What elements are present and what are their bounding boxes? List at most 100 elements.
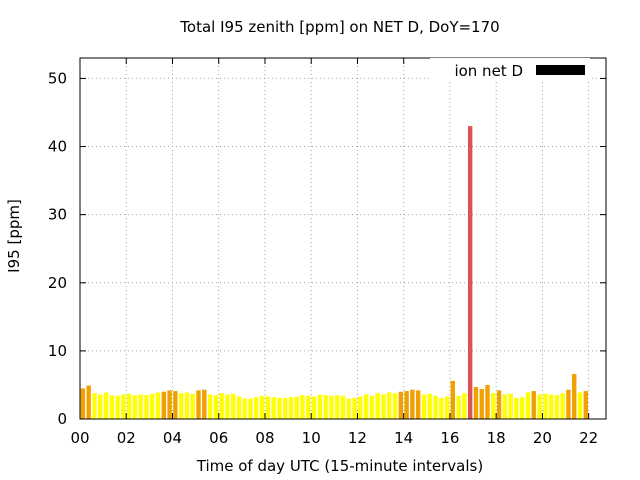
- bar: [358, 396, 363, 419]
- bar: [531, 391, 536, 419]
- bar: [548, 394, 554, 419]
- bar: [317, 394, 323, 419]
- bar: [86, 385, 91, 419]
- bar: [121, 394, 126, 419]
- bar: [554, 395, 560, 419]
- bar: [115, 395, 120, 419]
- x-tick-label: 16: [440, 429, 459, 447]
- bar: [277, 397, 282, 419]
- x-tick-label: 12: [348, 429, 367, 447]
- y-tick-label: 50: [48, 69, 67, 87]
- bar: [387, 392, 392, 419]
- bar: [132, 395, 138, 419]
- bar: [427, 393, 432, 419]
- bar: [346, 398, 351, 419]
- bar: [144, 395, 149, 419]
- bar: [288, 397, 294, 419]
- bar: [577, 392, 583, 419]
- chart-title: Total I95 zenith [ppm] on NET D, DoY=170: [179, 18, 499, 36]
- x-tick-label: 00: [70, 429, 89, 447]
- bar: [514, 397, 519, 419]
- bar: [369, 395, 375, 419]
- bar: [225, 394, 230, 419]
- bar: [450, 380, 456, 419]
- bar: [329, 395, 334, 419]
- bar: [335, 395, 340, 419]
- bar: [103, 392, 109, 419]
- bar: [283, 397, 288, 419]
- bar: [462, 393, 467, 419]
- bar: [404, 391, 409, 419]
- bar: [485, 384, 490, 419]
- bar: [109, 395, 114, 419]
- bar: [491, 393, 496, 419]
- x-axis-label: Time of day UTC (15-minute intervals): [196, 457, 483, 475]
- bar: [323, 395, 328, 419]
- bar: [392, 393, 398, 419]
- bar: [98, 394, 103, 419]
- bar: [381, 394, 386, 419]
- y-tick-label: 20: [48, 274, 67, 292]
- bar: [583, 391, 588, 419]
- bar: [496, 390, 502, 419]
- plot-border: [79, 57, 607, 420]
- bar: [519, 397, 525, 419]
- x-tick-label: 10: [302, 429, 321, 447]
- bar: [439, 397, 444, 419]
- bar: [126, 393, 132, 419]
- bar: [421, 394, 427, 419]
- bar: [467, 126, 473, 419]
- bar: [248, 398, 253, 419]
- bar: [202, 389, 207, 419]
- bar: [473, 386, 479, 419]
- bar: [525, 392, 531, 419]
- bar: [300, 395, 305, 419]
- bar: [196, 390, 201, 419]
- tick-labels: 0 10 20 30 40 50 00 02 04 06 08 10 12 14 16 18 20 22: [48, 69, 598, 447]
- bar: [537, 394, 542, 419]
- bar: [138, 394, 143, 419]
- bar: [433, 395, 438, 419]
- bar: [259, 395, 265, 419]
- bar: [306, 395, 311, 419]
- bar: [456, 395, 461, 419]
- bar: [178, 393, 184, 419]
- bar: [340, 395, 346, 419]
- bar: [155, 392, 161, 419]
- bar: [415, 390, 421, 419]
- bar: [213, 395, 219, 419]
- grid: [80, 58, 606, 419]
- bar: [566, 389, 571, 419]
- bar: [150, 393, 155, 419]
- bar: [92, 393, 97, 419]
- bar: [572, 374, 577, 419]
- bar: [479, 389, 484, 419]
- x-tick-label: 06: [209, 429, 228, 447]
- bar: [375, 393, 380, 419]
- bar: [184, 392, 190, 419]
- y-tick-label: 40: [48, 138, 67, 156]
- legend: ion net D: [430, 58, 590, 82]
- bar: [352, 397, 357, 419]
- bar: [254, 397, 259, 419]
- bar: [363, 394, 369, 419]
- y-tick-label: 0: [57, 410, 67, 428]
- bar: [398, 391, 403, 419]
- bars: [80, 126, 588, 419]
- bar: [80, 388, 86, 419]
- bar: [230, 393, 236, 419]
- bar: [167, 390, 172, 419]
- bar: [219, 393, 224, 419]
- legend-label: ion net D: [454, 62, 523, 80]
- bar: [161, 391, 167, 419]
- bar: [560, 393, 565, 419]
- x-tick-label: 02: [117, 429, 136, 447]
- legend-swatch: [536, 65, 585, 75]
- bar: [265, 396, 271, 419]
- y-tick-label: 30: [48, 206, 67, 224]
- bar: [242, 398, 247, 419]
- x-tick-label: 08: [255, 429, 274, 447]
- x-tick-label: 22: [579, 429, 598, 447]
- bar: [502, 394, 508, 419]
